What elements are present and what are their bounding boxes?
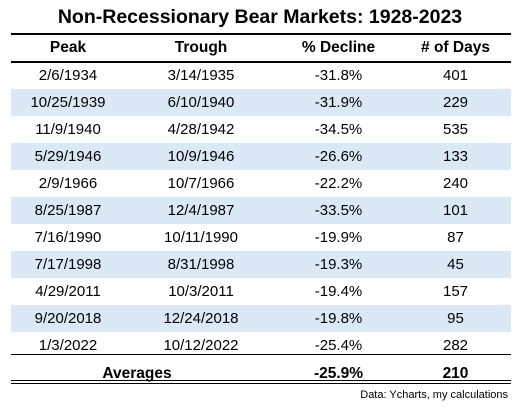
cell-days: 87	[447, 229, 464, 246]
cell-trough: 10/3/2011	[168, 283, 234, 300]
cell-trough: 4/28/1942	[167, 121, 235, 138]
cell-days: 157	[442, 283, 469, 300]
cell-peak: 11/9/1940	[35, 121, 101, 138]
cell-decline: -26.6%	[314, 148, 363, 165]
averages-top-rule	[11, 354, 511, 356]
cell-peak: 5/29/1946	[34, 148, 102, 165]
averages-label: Averages	[102, 364, 172, 382]
table-row: 7/17/1998 8/31/1998 -19.3% 45	[11, 251, 511, 278]
column-header-peak: Peak	[49, 38, 87, 56]
cell-decline: -31.9%	[314, 94, 363, 111]
source-note: Data: Ycharts, my calculations	[360, 389, 508, 401]
table-row: 2/6/1934 3/14/1935 -31.8% 401	[11, 62, 511, 89]
table-row: 8/25/1987 12/4/1987 -33.5% 101	[11, 197, 511, 224]
table-row: 9/20/2018 12/24/2018 -19.8% 95	[11, 305, 511, 332]
top-rule	[11, 33, 511, 35]
cell-trough: 12/24/2018	[163, 310, 239, 327]
cell-days: 401	[442, 67, 469, 84]
cell-peak: 2/6/1934	[38, 67, 98, 84]
cell-days: 95	[447, 310, 464, 327]
table-header-row: Peak Trough % Decline # of Days	[11, 34, 511, 61]
average-decline: -25.9%	[313, 364, 364, 382]
bear-markets-table: Peak Trough % Decline # of Days 2/6/1934…	[11, 34, 511, 387]
table-row: 5/29/1946 10/9/1946 -26.6% 133	[11, 143, 511, 170]
cell-trough: 12/4/1987	[167, 202, 235, 219]
cell-peak: 8/25/1987	[34, 202, 102, 219]
cell-peak: 7/16/1990	[34, 229, 102, 246]
bottom-double-rule-lower	[11, 383, 511, 385]
cell-trough: 10/9/1946	[167, 148, 235, 165]
cell-days: 45	[447, 256, 464, 273]
cell-trough: 10/11/1990	[164, 229, 238, 246]
cell-decline: -33.5%	[314, 202, 363, 219]
cell-decline: -19.4%	[314, 283, 363, 300]
cell-decline: -25.4%	[314, 337, 363, 354]
column-header-trough: Trough	[174, 38, 228, 56]
cell-decline: -34.5%	[314, 121, 363, 138]
cell-peak: 10/25/1939	[30, 94, 106, 111]
cell-decline: -19.9%	[314, 229, 363, 246]
cell-days: 282	[442, 337, 469, 354]
table-body: 2/6/1934 3/14/1935 -31.8% 401 10/25/1939 6/10…	[11, 62, 511, 359]
cell-peak: 2/9/1966	[38, 175, 98, 192]
column-header-days: # of Days	[421, 38, 490, 56]
cell-trough: 6/10/1940	[167, 94, 235, 111]
cell-days: 240	[442, 175, 469, 192]
cell-days: 229	[442, 94, 469, 111]
cell-peak: 1/3/2022	[38, 337, 98, 354]
table-row: 7/16/1990 10/11/1990 -19.9% 87	[11, 224, 511, 251]
column-header-decline: % Decline	[301, 38, 376, 56]
cell-days: 101	[442, 202, 469, 219]
table-title: Non-Recessionary Bear Markets: 1928-2023	[57, 6, 463, 28]
cell-peak: 7/17/1998	[34, 256, 102, 273]
cell-trough: 3/14/1935	[167, 67, 235, 84]
cell-peak: 9/20/2018	[34, 310, 102, 327]
header-rule	[11, 61, 511, 63]
table-row: 11/9/1940 4/28/1942 -34.5% 535	[11, 116, 511, 143]
cell-days: 535	[442, 121, 469, 138]
cell-decline: -31.8%	[314, 67, 363, 84]
cell-trough: 10/7/1966	[167, 175, 235, 192]
cell-peak: 4/29/2011	[35, 283, 101, 300]
table-row: 4/29/2011 10/3/2011 -19.4% 157	[11, 278, 511, 305]
table-row: 10/25/1939 6/10/1940 -31.9% 229	[11, 89, 511, 116]
cell-trough: 8/31/1998	[167, 256, 235, 273]
average-days: 210	[442, 364, 469, 382]
cell-days: 133	[442, 148, 469, 165]
cell-decline: -22.2%	[314, 175, 363, 192]
cell-decline: -19.3%	[314, 256, 363, 273]
averages-row: Averages -25.9% 210	[11, 360, 511, 387]
table-row: 2/9/1966 10/7/1966 -22.2% 240	[11, 170, 511, 197]
table-row: 1/3/2022 10/12/2022 -25.4% 282	[11, 332, 511, 359]
cell-decline: -19.8%	[314, 310, 363, 327]
bottom-double-rule-upper	[11, 380, 511, 382]
cell-trough: 10/12/2022	[163, 337, 239, 354]
